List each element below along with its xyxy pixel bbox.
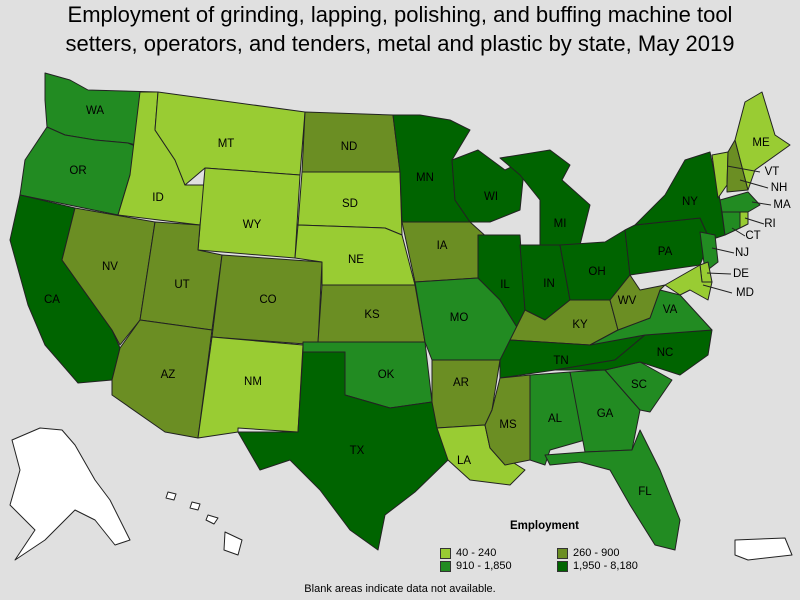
label-vt: VT bbox=[765, 166, 780, 178]
label-or: OR bbox=[69, 165, 86, 177]
label-id: ID bbox=[152, 192, 164, 204]
label-wy: WY bbox=[243, 219, 262, 231]
label-ia: IA bbox=[437, 240, 448, 252]
label-va: VA bbox=[663, 304, 678, 316]
label-wi: WI bbox=[484, 191, 498, 203]
state-nj[interactable] bbox=[699, 231, 719, 273]
label-in: IN bbox=[543, 278, 555, 290]
label-md: MD bbox=[736, 287, 754, 299]
state-fl[interactable] bbox=[544, 429, 681, 551]
label-ne: NE bbox=[348, 254, 364, 266]
state-hi[interactable] bbox=[165, 491, 243, 556]
legend-swatch-4 bbox=[557, 560, 568, 572]
state-mi[interactable] bbox=[499, 149, 591, 251]
label-mn: MN bbox=[416, 172, 434, 184]
label-ga: GA bbox=[597, 408, 614, 420]
label-ar: AR bbox=[453, 377, 469, 389]
map-title: Employment of grinding, lapping, polishi… bbox=[0, 0, 800, 58]
label-leaders bbox=[702, 165, 772, 294]
state-ma[interactable] bbox=[719, 191, 761, 213]
legend-swatch-3 bbox=[440, 560, 451, 572]
label-sc: SC bbox=[631, 379, 647, 391]
legend-item-2: 260 - 900 bbox=[557, 547, 619, 559]
state-me[interactable] bbox=[734, 91, 791, 191]
label-co: CO bbox=[259, 294, 276, 306]
label-wa: WA bbox=[86, 105, 104, 117]
label-ky: KY bbox=[572, 319, 588, 331]
legend-item-1: 40 - 240 bbox=[440, 547, 496, 559]
state-wi[interactable] bbox=[451, 149, 526, 223]
label-ms: MS bbox=[499, 419, 517, 431]
label-nm: NM bbox=[244, 376, 262, 388]
legend-title: Employment bbox=[510, 520, 580, 532]
legend-item-4: 1,950 - 8,180 bbox=[557, 560, 638, 572]
label-pa: PA bbox=[658, 246, 673, 258]
label-ny: NY bbox=[682, 196, 698, 208]
state-wy[interactable] bbox=[197, 167, 301, 259]
title-line-1: Employment of grinding, lapping, polishi… bbox=[67, 2, 733, 27]
label-sd: SD bbox=[342, 198, 358, 210]
label-nh: NH bbox=[771, 182, 788, 194]
label-de: DE bbox=[733, 268, 749, 280]
label-tx: TX bbox=[350, 445, 365, 457]
legend-label-4: 1,950 - 8,180 bbox=[573, 560, 638, 572]
state-az[interactable] bbox=[111, 319, 213, 439]
label-al: AL bbox=[548, 413, 563, 425]
label-tn: TN bbox=[553, 355, 568, 367]
state-ak[interactable] bbox=[9, 427, 131, 561]
title-line-2: setters, operators, and tenders, metal a… bbox=[65, 31, 735, 56]
state-md[interactable] bbox=[664, 264, 713, 301]
legend-swatch-1 bbox=[440, 547, 451, 559]
label-ut: UT bbox=[174, 279, 189, 291]
state-wv[interactable] bbox=[609, 274, 666, 331]
label-la: LA bbox=[457, 455, 471, 467]
state-pr[interactable] bbox=[734, 537, 793, 561]
label-ma: MA bbox=[773, 199, 791, 211]
label-ca: CA bbox=[44, 294, 60, 306]
label-ct: CT bbox=[745, 230, 760, 242]
legend-label-1: 40 - 240 bbox=[456, 547, 497, 559]
legend-label-3: 910 - 1,850 bbox=[456, 560, 512, 572]
label-ks: KS bbox=[364, 309, 380, 321]
label-nj: NJ bbox=[735, 247, 749, 259]
label-ok: OK bbox=[378, 369, 395, 381]
label-nc: NC bbox=[657, 347, 674, 359]
label-il: IL bbox=[500, 279, 510, 291]
legend-swatch-2 bbox=[557, 547, 568, 559]
label-ri: RI bbox=[764, 218, 776, 230]
state-ri[interactable] bbox=[739, 211, 749, 229]
label-az: AZ bbox=[161, 369, 176, 381]
footnote: Blank areas indicate data not available. bbox=[304, 583, 496, 595]
label-me: ME bbox=[752, 137, 770, 149]
label-fl: FL bbox=[638, 486, 652, 498]
label-nd: ND bbox=[341, 141, 358, 153]
label-wv: WV bbox=[618, 295, 637, 307]
state-tx[interactable] bbox=[237, 351, 449, 551]
state-labels: WA OR CA ID NV MT WY UT AZ CO NM ND SD N… bbox=[44, 105, 791, 498]
legend-label-2: 260 - 900 bbox=[573, 547, 620, 559]
label-mi: MI bbox=[554, 218, 567, 230]
label-oh: OH bbox=[588, 266, 605, 278]
label-mt: MT bbox=[218, 138, 235, 150]
label-mo: MO bbox=[450, 312, 469, 324]
legend-item-3: 910 - 1,850 bbox=[440, 560, 512, 572]
label-nv: NV bbox=[102, 261, 118, 273]
state-nh[interactable] bbox=[726, 139, 749, 193]
